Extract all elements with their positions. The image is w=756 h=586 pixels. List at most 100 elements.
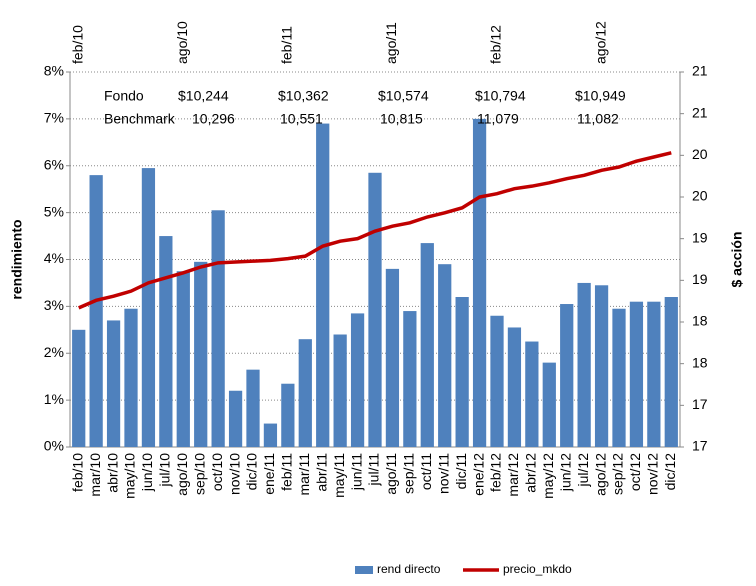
- bar: [281, 383, 295, 447]
- bar: [194, 261, 208, 447]
- x-tick-label: jul/10: [157, 453, 173, 488]
- bar: [542, 362, 556, 447]
- x-tick-label: oct/12: [627, 453, 643, 491]
- annotation-value: $10,794: [475, 88, 526, 104]
- bar: [106, 320, 121, 447]
- annotation-value: 10,551: [280, 111, 323, 127]
- bar: [490, 315, 504, 447]
- x-tick-label: dic/12: [662, 453, 678, 491]
- x-tick-label: dic/10: [244, 453, 260, 491]
- bar: [350, 313, 365, 447]
- top-tick-label: ago/12: [592, 21, 608, 64]
- bar: [159, 236, 173, 447]
- bar: [420, 243, 434, 447]
- x-tick-label: abr/11: [313, 453, 329, 492]
- y2-tick-label: 19: [692, 229, 708, 245]
- top-tick-label: feb/12: [488, 25, 504, 64]
- x-tick-label: ene/12: [470, 453, 486, 496]
- legend-label: rend directo: [377, 562, 441, 576]
- bar: [560, 304, 574, 447]
- y-tick-label: 8%: [44, 63, 64, 79]
- x-tick-label: may/11: [331, 453, 347, 498]
- x-tick-label: mar/10: [87, 453, 103, 497]
- bar: [403, 311, 417, 447]
- x-tick-label: oct/10: [209, 453, 225, 491]
- x-tick-label: ago/10: [174, 453, 190, 496]
- bar: [612, 308, 626, 447]
- x-tick-label: feb/11: [279, 453, 295, 491]
- x-tick-label: feb/10: [69, 453, 85, 492]
- x-tick-label: jul/11: [366, 453, 382, 487]
- bar: [246, 369, 260, 447]
- bar: [472, 118, 487, 447]
- y2-tick-label: 21: [692, 63, 708, 79]
- x-tick-label: abr/12: [523, 453, 539, 493]
- x-tick-label: jun/11: [348, 453, 364, 491]
- x-tick-label: sep/12: [610, 453, 626, 495]
- y-tick-label: 7%: [44, 110, 64, 126]
- y-tick-label: 1%: [44, 391, 64, 407]
- annotation-value: 10,296: [192, 111, 235, 127]
- y2-tick-label: 20: [692, 146, 708, 162]
- bar: [89, 175, 103, 447]
- x-tick-label: may/12: [540, 453, 556, 499]
- x-tick-label: sep/11: [401, 453, 417, 494]
- x-tick-label: nov/11: [435, 453, 451, 494]
- y-tick-label: 2%: [44, 344, 64, 360]
- bar: [664, 297, 678, 447]
- annotation-value: $10,949: [575, 88, 626, 104]
- annotation-label: Benchmark: [104, 111, 176, 127]
- bar: [525, 341, 539, 447]
- y2-tick-label: 18: [692, 313, 708, 329]
- bar: [72, 329, 86, 447]
- top-tick-label: ago/10: [174, 21, 190, 64]
- y-tick-label: 0%: [44, 438, 64, 454]
- y2-tick-label: 21: [692, 104, 708, 120]
- x-tick-label: ene/11: [261, 453, 277, 495]
- y-axis-title: rendimiento: [9, 219, 25, 299]
- bar: [263, 423, 278, 447]
- top-tick-label: feb/10: [69, 25, 85, 64]
- bar: [385, 268, 400, 447]
- x-tick-label: mar/11: [296, 453, 312, 496]
- y-tick-label: 6%: [44, 156, 64, 172]
- bar: [211, 210, 225, 447]
- x-tick-label: may/10: [122, 453, 138, 499]
- bar: [316, 123, 330, 447]
- bar: [333, 334, 347, 447]
- annotation-value: $10,362: [278, 88, 329, 104]
- bar: [507, 327, 522, 447]
- x-tick-label: nov/12: [645, 453, 661, 495]
- y2-axis-title: $ acción: [729, 231, 745, 287]
- top-tick-label: feb/11: [279, 26, 295, 64]
- x-tick-label: jul/12: [575, 453, 591, 488]
- top-tick-label: ago/11: [383, 22, 399, 64]
- annotation-label: Fondo: [104, 88, 144, 104]
- x-tick-label: mar/12: [505, 453, 521, 497]
- bar: [577, 282, 591, 447]
- x-tick-label: jun/10: [139, 453, 155, 492]
- y2-tick-label: 17: [692, 438, 708, 454]
- bar: [298, 339, 312, 447]
- annotation-value: 10,815: [380, 111, 423, 127]
- legend-swatch: [355, 566, 373, 574]
- bar: [647, 301, 661, 447]
- bar: [176, 271, 190, 447]
- annotation-value: $10,244: [178, 88, 229, 104]
- bar: [629, 301, 644, 447]
- bar: [124, 308, 138, 447]
- x-tick-label: sep/10: [191, 453, 207, 495]
- x-tick-label: dic/11: [453, 453, 469, 490]
- annotation-value: $10,574: [378, 88, 429, 104]
- x-tick-label: ago/11: [383, 453, 399, 495]
- bar: [368, 172, 382, 447]
- x-tick-label: abr/10: [104, 453, 120, 493]
- x-tick-label: jun/12: [557, 453, 573, 492]
- bar: [438, 264, 452, 447]
- y-tick-label: 5%: [44, 203, 64, 219]
- x-tick-label: feb/12: [488, 453, 504, 492]
- annotation-value: 11,079: [477, 111, 519, 127]
- y-tick-label: 4%: [44, 250, 64, 266]
- y-tick-label: 3%: [44, 297, 64, 313]
